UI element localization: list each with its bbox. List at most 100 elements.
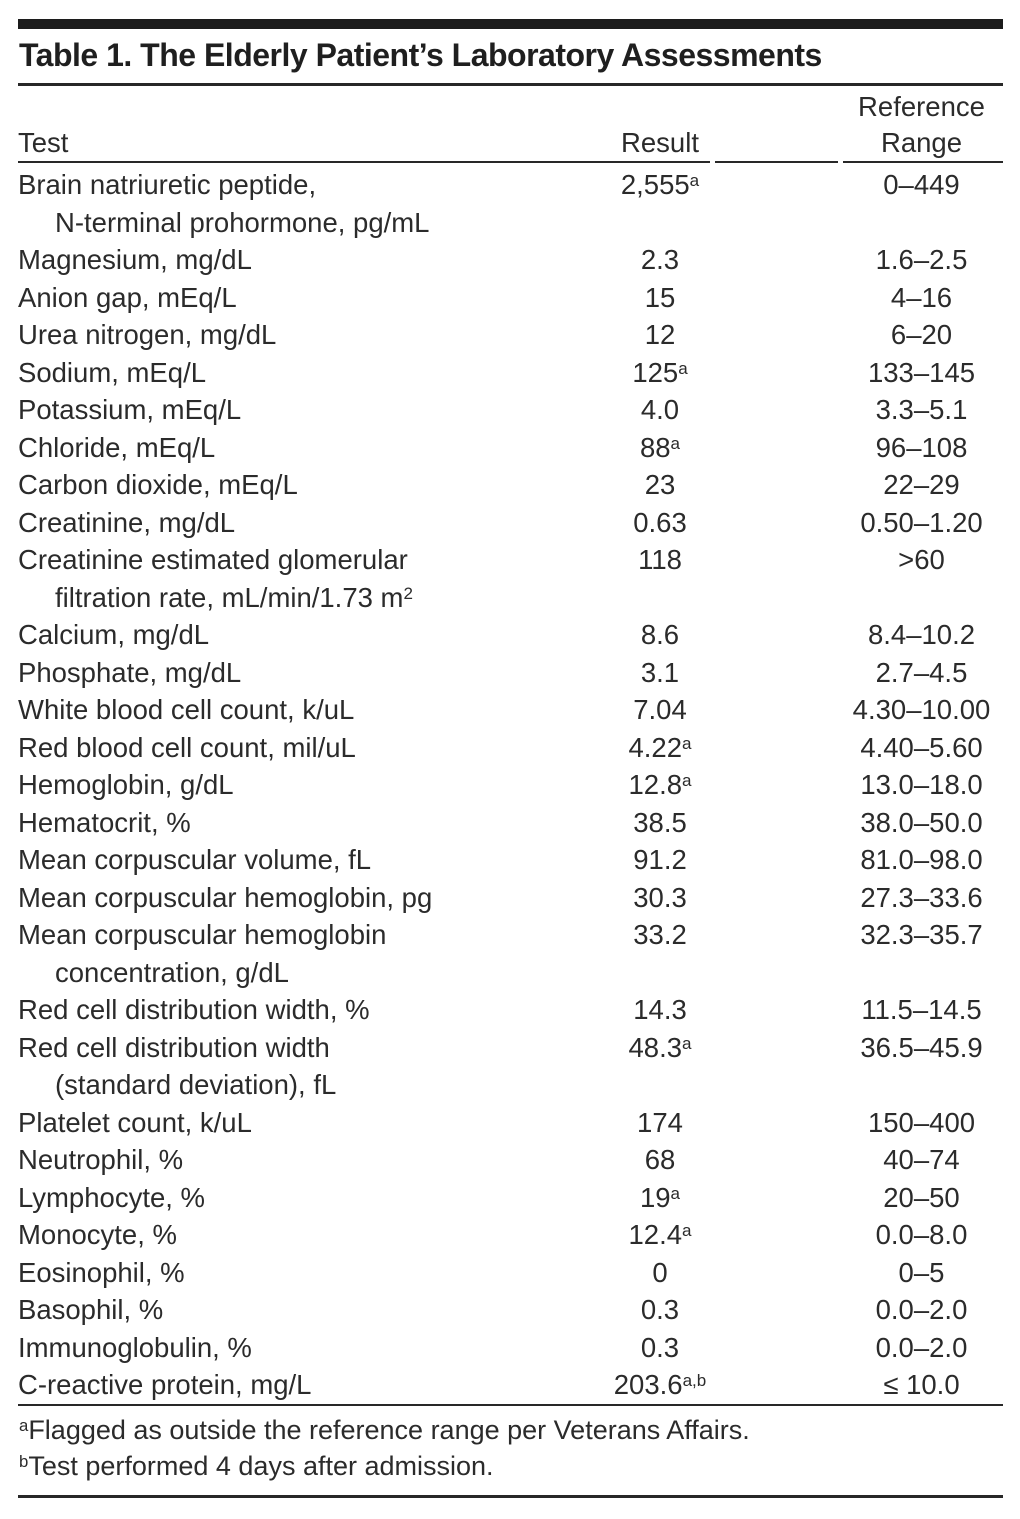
result-value: 118 [638,544,682,575]
range-cell: 36.5–45.9 [860,1031,983,1063]
test-cell: Mean corpuscular hemoglobin concentratio… [18,916,540,991]
range-cell: 27.3–33.6 [860,881,983,913]
result-cell: 68 [540,1141,780,1179]
footnote-text: Flagged as outside the reference range p… [28,1415,750,1445]
result-cell: 0.63 [540,504,780,542]
range-cell: 4.30–10.00 [852,694,991,725]
footnote-marker: b [19,1451,29,1471]
superscript: 2 [403,583,413,603]
test-name: Chloride, mEq/L [18,431,216,463]
result-flag-superscript: a [682,1221,692,1241]
test-name: Carbon dioxide, mEq/L [18,469,298,500]
table-row: Eosinophil, % 0 0–5 [18,1254,1003,1292]
range-cell: 20–50 [883,1181,960,1213]
test-cell: Neutrophil, % [18,1141,540,1179]
test-cell: Hemoglobin, g/dL [18,766,540,804]
result-cell: 19a [540,1179,780,1217]
header-row-1: Reference [18,86,1003,125]
range-cell: 38.0–50.0 [860,806,983,838]
test-cell: Brain natriuretic peptide, N-terminal pr… [18,166,540,241]
test-cell: Carbon dioxide, mEq/L [18,466,540,504]
range-cell: 8.4–10.2 [867,619,976,650]
range-cell: 150–400 [867,1106,976,1138]
test-cell: Creatinine, mg/dL [18,504,540,542]
result-value: 12.4 [628,1219,683,1250]
footnote-line: bTest performed 4 days after admission. [19,1449,1003,1485]
result-value: 2,555 [620,169,690,200]
table-row: Potassium, mEq/L 4.0 3.3–5.1 [18,391,1003,429]
result-value: 19 [639,1181,671,1213]
test-cell: Immunoglobulin, % [18,1329,540,1367]
table-row: Urea nitrogen, mg/dL 12 6–20 [18,316,1003,354]
table-row: Brain natriuretic peptide, N-terminal pr… [18,166,1003,241]
range-cell: 2.7–4.5 [875,656,968,688]
test-cell: Basophil, % [18,1291,540,1329]
result-value: 2.3 [640,244,680,275]
table-row: Mean corpuscular hemoglobin concentratio… [18,916,1003,991]
test-cell: Phosphate, mg/dL [18,654,540,692]
table-row: Anion gap, mEq/L 15 4–16 [18,279,1003,317]
test-cell: Red cell distribution width (standard de… [18,1029,540,1104]
test-cell: Eosinophil, % [18,1254,540,1292]
header-reference-line1: Reference [858,90,985,122]
range-cell: 13.0–18.0 [860,769,983,800]
result-value: 23 [644,469,676,500]
table-row: Chloride, mEq/L 88a 96–108 [18,429,1003,467]
table-row: Monocyte, % 12.4a 0.0–8.0 [18,1216,1003,1254]
test-cell: Chloride, mEq/L [18,429,540,467]
result-cell: 14.3 [540,991,780,1029]
test-name: Immunoglobulin, % [18,1331,252,1363]
range-cell: 133–145 [867,356,976,388]
test-cell: Red cell distribution width, % [18,991,540,1029]
range-cell: 0–5 [898,1256,945,1288]
test-name: Brain natriuretic peptide, [18,169,317,200]
result-cell: 8.6 [540,616,780,654]
result-flag-superscript: a [682,1033,692,1053]
result-cell: 174 [540,1104,780,1142]
table-row: Creatinine, mg/dL 0.63 0.50–1.20 [18,504,1003,542]
test-name: Red cell distribution width, % [18,994,370,1025]
result-value: 12.8 [628,769,683,800]
table-row: Red blood cell count, mil/uL 4.22a 4.40–… [18,729,1003,767]
test-name: White blood cell count, k/uL [18,694,355,725]
test-cell: Lymphocyte, % [18,1179,540,1217]
test-cell: C-reactive protein, mg/L [18,1366,540,1404]
result-value: 88 [639,431,671,463]
table-row: Hemoglobin, g/dL 12.8a 13.0–18.0 [18,766,1003,804]
test-cell: White blood cell count, k/uL [18,691,540,729]
result-value: 15 [644,281,676,313]
table-row: Immunoglobulin, % 0.3 0.0–2.0 [18,1329,1003,1367]
test-name: Calcium, mg/dL [18,619,210,650]
result-cell: 4.22a [540,729,780,767]
rule-under-title [18,83,1003,86]
range-cell: 0–449 [883,169,960,200]
result-cell: 12.8a [540,766,780,804]
test-cell: Potassium, mEq/L [18,391,540,429]
test-name: Creatinine, mg/dL [18,506,236,538]
range-cell: 32.3–35.7 [860,919,983,950]
table-row: Phosphate, mg/dL 3.1 2.7–4.5 [18,654,1003,692]
test-name: Monocyte, % [18,1219,177,1250]
result-cell: 33.2 [540,916,780,954]
range-cell: 6–20 [890,319,953,350]
header-row-2: Test Result Range [18,125,1003,161]
range-cell: 4.40–5.60 [860,731,983,763]
test-name-continued: N-terminal prohormone, pg/mL [55,206,430,238]
range-cell: 81.0–98.0 [860,844,983,875]
test-name: Creatinine estimated glomerular [18,544,408,575]
header-test-spacer [18,89,540,125]
range-cell: 0.0–2.0 [875,1294,968,1325]
result-cell: 12 [540,316,780,354]
result-cell: 12.4a [540,1216,780,1254]
table-row: Creatinine estimated glomerular filtrati… [18,541,1003,616]
test-name-continued: (standard deviation), fL [55,1069,337,1100]
range-cell: 4–16 [890,281,953,313]
table-title: Table 1. The Elderly Patient’s Laborator… [19,37,822,73]
header-test: Test [18,126,69,158]
rule-under-header [18,160,1003,163]
test-name: Neutrophil, % [18,1144,184,1175]
range-cell: 40–74 [883,1144,960,1175]
result-value: 48.3 [628,1031,683,1063]
test-name: Phosphate, mg/dL [18,656,242,688]
range-cell: 22–29 [883,469,960,500]
